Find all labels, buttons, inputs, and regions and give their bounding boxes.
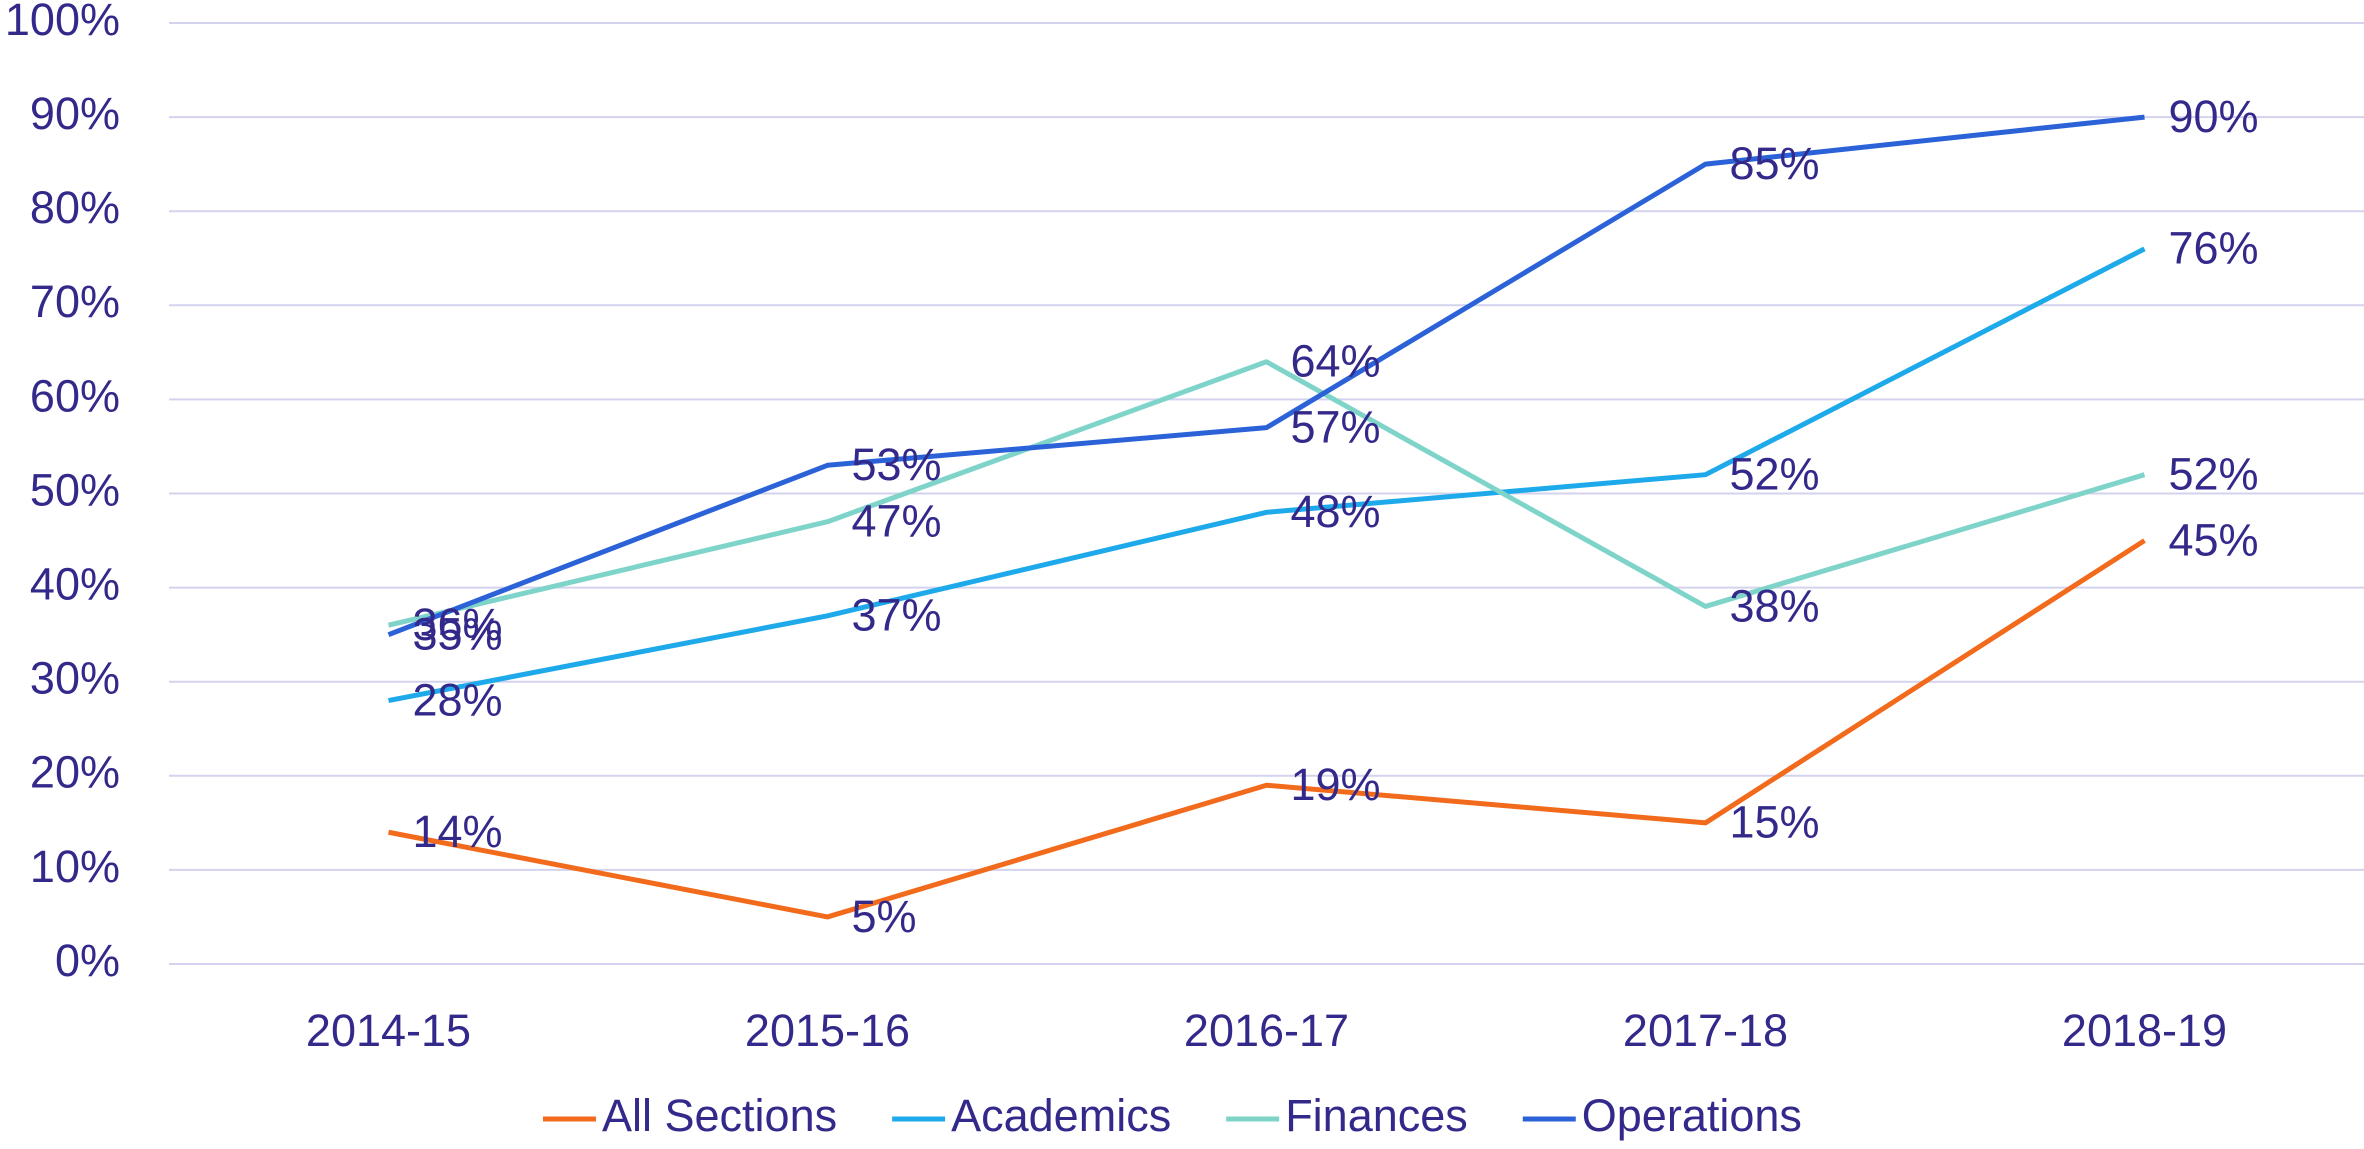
data-label: 64%	[1291, 336, 1381, 387]
data-label: 52%	[1730, 449, 1820, 500]
series-line	[388, 246, 2146, 703]
data-label: 36%	[413, 599, 503, 650]
y-tick-label: 70%	[30, 276, 120, 327]
y-tick-label: 100%	[5, 0, 120, 45]
series-line	[387, 114, 2145, 637]
data-label: 45%	[2169, 514, 2259, 565]
data-label: 14%	[413, 806, 503, 857]
data-label: 57%	[1291, 402, 1381, 453]
series-line	[388, 538, 2146, 920]
data-label: 15%	[1730, 797, 1820, 848]
y-tick-label: 90%	[30, 88, 120, 139]
data-label: 37%	[852, 590, 942, 641]
data-label: 90%	[2169, 91, 2259, 142]
data-label: 5%	[852, 891, 917, 942]
legend-label: Finances	[1285, 1090, 1468, 1141]
data-label: 47%	[852, 496, 942, 547]
y-tick-label: 0%	[55, 935, 120, 986]
data-label: 76%	[2169, 223, 2259, 274]
y-tick-label: 50%	[30, 464, 120, 515]
y-tick-label: 60%	[30, 370, 120, 421]
data-label: 48%	[1291, 486, 1381, 537]
series-line	[387, 359, 2146, 628]
data-label: 38%	[1730, 580, 1820, 631]
data-label: 52%	[2169, 449, 2259, 500]
x-tick-label: 2018-19	[2062, 1005, 2227, 1056]
x-tick-label: 2015-16	[745, 1005, 910, 1056]
data-label: 28%	[413, 674, 503, 725]
data-label: 85%	[1730, 138, 1820, 189]
data-label: 19%	[1291, 759, 1381, 810]
y-tick-label: 20%	[30, 747, 120, 798]
x-tick-label: 2017-18	[1623, 1005, 1788, 1056]
y-tick-label: 40%	[30, 558, 120, 609]
y-tick-label: 10%	[30, 841, 120, 892]
legend-label: Operations	[1582, 1090, 1802, 1141]
y-tick-label: 80%	[30, 182, 120, 233]
x-tick-label: 2014-15	[306, 1005, 471, 1056]
data-label: 53%	[852, 439, 942, 490]
data-label: 35%	[413, 609, 503, 660]
x-tick-label: 2016-17	[1184, 1005, 1349, 1056]
legend-label: Academics	[951, 1090, 1171, 1141]
legend-label: All Sections	[602, 1090, 837, 1141]
y-tick-label: 30%	[30, 653, 120, 704]
